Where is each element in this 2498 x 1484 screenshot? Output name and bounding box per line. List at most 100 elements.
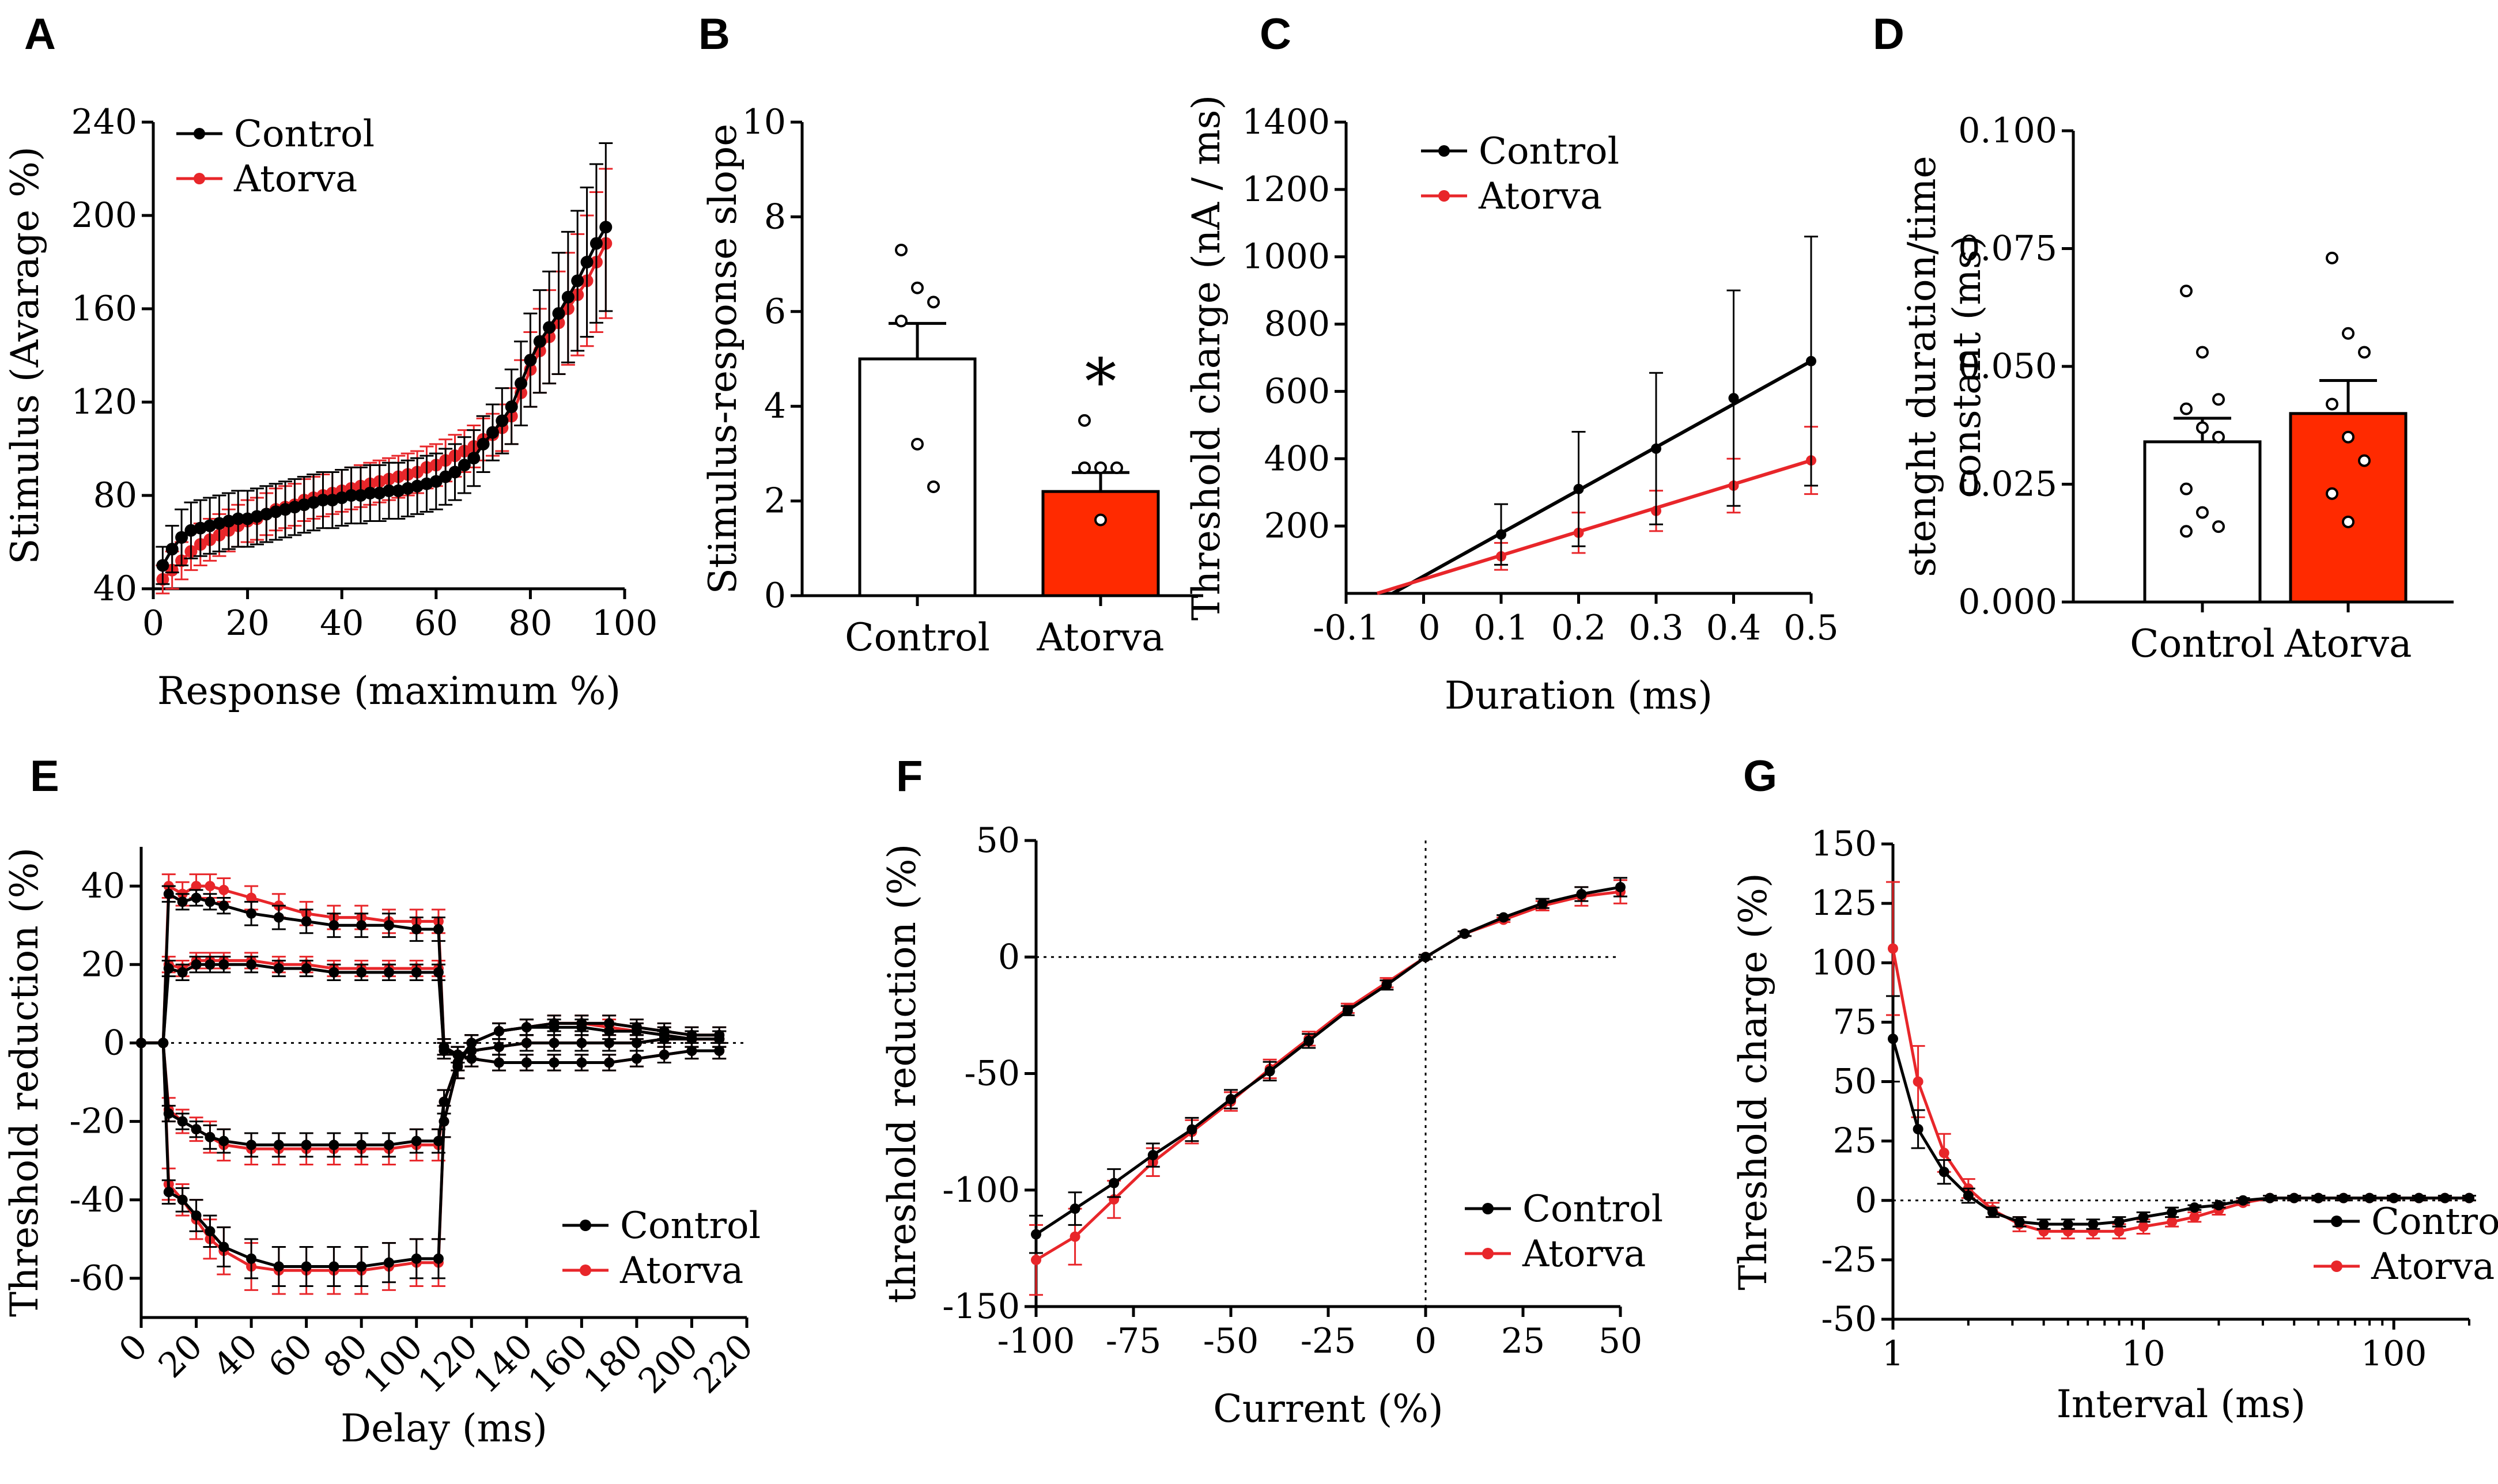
panel-letter: A bbox=[24, 10, 56, 59]
data-point bbox=[552, 307, 565, 320]
data-point bbox=[549, 1057, 560, 1068]
data-point bbox=[1078, 461, 1091, 475]
series-atorva bbox=[156, 168, 613, 595]
legend-marker bbox=[194, 173, 205, 184]
data-point bbox=[439, 1046, 449, 1057]
panel-g: G -50 -25 0 25 50 75 100 125 150 1 10 100 Interval (m… bbox=[1731, 752, 2498, 1426]
fit-line-atorva bbox=[1376, 459, 1812, 595]
data-point bbox=[659, 1049, 670, 1060]
y-tick-label: 0 bbox=[998, 937, 1020, 977]
data-point bbox=[561, 290, 575, 304]
y-tick-label: 150 bbox=[1811, 824, 1877, 864]
y-tick-label: 10 bbox=[742, 102, 786, 142]
data-point bbox=[1938, 1148, 1949, 1159]
panel-a: A 40 80 120 160 200 240 0 20 40 60 80 100 Response (m… bbox=[3, 10, 657, 713]
data-point bbox=[1226, 1093, 1236, 1104]
data-point bbox=[533, 335, 546, 348]
y-axis-label: Threshold charge (%) bbox=[1731, 873, 1775, 1290]
x-tick-label: 100 bbox=[2361, 1334, 2427, 1374]
series-atorva bbox=[1886, 881, 2476, 1240]
x-tick-label: 100 bbox=[592, 603, 658, 643]
data-point bbox=[218, 959, 229, 970]
data-point bbox=[218, 1241, 229, 1252]
data-point bbox=[911, 281, 924, 294]
legend-label-control: Control bbox=[1479, 130, 1619, 173]
data-point bbox=[1078, 414, 1091, 427]
x-axis-label: Duration (ms) bbox=[1445, 673, 1713, 718]
y-tick-label: 120 bbox=[71, 382, 137, 422]
data-point bbox=[2213, 1200, 2224, 1210]
data-point bbox=[1420, 952, 1431, 963]
data-point bbox=[631, 1038, 642, 1048]
data-point bbox=[356, 920, 367, 931]
data-point bbox=[246, 1253, 257, 1264]
data-point bbox=[1573, 483, 1584, 494]
data-point bbox=[448, 465, 462, 479]
series-line bbox=[1891, 948, 2469, 1233]
data-point bbox=[364, 486, 377, 499]
data-point bbox=[383, 484, 395, 497]
data-point bbox=[1109, 1178, 1120, 1188]
data-point bbox=[2189, 1202, 2200, 1213]
data-point bbox=[1031, 1255, 1041, 1266]
series-control bbox=[1886, 995, 2476, 1230]
data-point bbox=[177, 967, 188, 978]
data-point bbox=[505, 400, 518, 414]
data-point bbox=[356, 967, 367, 978]
data-point bbox=[580, 256, 594, 268]
data-point bbox=[1110, 461, 1123, 475]
y-axis-label: Stimulus-response slope bbox=[701, 124, 745, 595]
data-point bbox=[576, 1038, 587, 1048]
y-tick-label: 0 bbox=[103, 1023, 125, 1063]
data-point bbox=[191, 881, 202, 892]
data-point bbox=[1381, 979, 1392, 990]
data-point bbox=[631, 1022, 642, 1033]
x-tick-label: 60 bbox=[261, 1326, 320, 1385]
y-tick-label: 50 bbox=[976, 820, 1020, 861]
legend-label-atorva: Atorva bbox=[1522, 1233, 1646, 1275]
y-tick-label: 80 bbox=[93, 475, 137, 516]
data-point bbox=[494, 1025, 505, 1036]
y-tick-label: 400 bbox=[1264, 438, 1330, 479]
data-point bbox=[1342, 1005, 1353, 1016]
x-tick-label: 80 bbox=[508, 603, 552, 643]
x-category-label: Control bbox=[845, 615, 990, 660]
data-point bbox=[686, 1046, 697, 1057]
y-tick-label: 0 bbox=[764, 576, 786, 616]
panel-letter: C bbox=[1260, 10, 1291, 59]
data-point bbox=[2138, 1212, 2149, 1222]
data-point bbox=[2114, 1216, 2125, 1227]
data-point bbox=[2062, 1219, 2073, 1229]
data-point bbox=[232, 512, 245, 525]
data-point bbox=[521, 1022, 532, 1033]
x-tick-label: -50 bbox=[1203, 1321, 1259, 1361]
data-point bbox=[1888, 943, 1898, 954]
series-line bbox=[141, 883, 720, 1064]
data-point bbox=[158, 1038, 169, 1048]
data-point bbox=[494, 1042, 505, 1053]
data-point bbox=[2196, 421, 2209, 434]
y-tick-label: 100 bbox=[1811, 942, 1877, 983]
y-tick-label: 160 bbox=[71, 289, 137, 329]
y-tick-label: 1400 bbox=[1242, 102, 1330, 142]
x-tick-label: -100 bbox=[997, 1321, 1075, 1361]
data-point bbox=[136, 1038, 146, 1048]
data-point bbox=[2114, 1226, 2125, 1237]
x-tick-label: 50 bbox=[1598, 1321, 1642, 1361]
y-tick-label: 40 bbox=[93, 569, 137, 609]
y-tick-label: -100 bbox=[942, 1170, 1020, 1210]
panel-e: E-60-40-20020400204060801001201401601802… bbox=[2, 752, 761, 1451]
y-tick-label: 1200 bbox=[1242, 169, 1330, 210]
data-point bbox=[246, 908, 257, 919]
panel-letter: D bbox=[1873, 10, 1904, 59]
data-point bbox=[1498, 912, 1509, 923]
data-point bbox=[1938, 1167, 1949, 1178]
data-point bbox=[2167, 1207, 2178, 1218]
y-tick-label: 0.050 bbox=[1958, 346, 2057, 387]
panel-b: B 0 2 4 6 8 10 Control Atorva * Stimulus-response … bbox=[698, 10, 1203, 660]
data-point bbox=[576, 1018, 587, 1029]
data-point bbox=[2212, 520, 2225, 533]
data-point bbox=[659, 1025, 670, 1036]
